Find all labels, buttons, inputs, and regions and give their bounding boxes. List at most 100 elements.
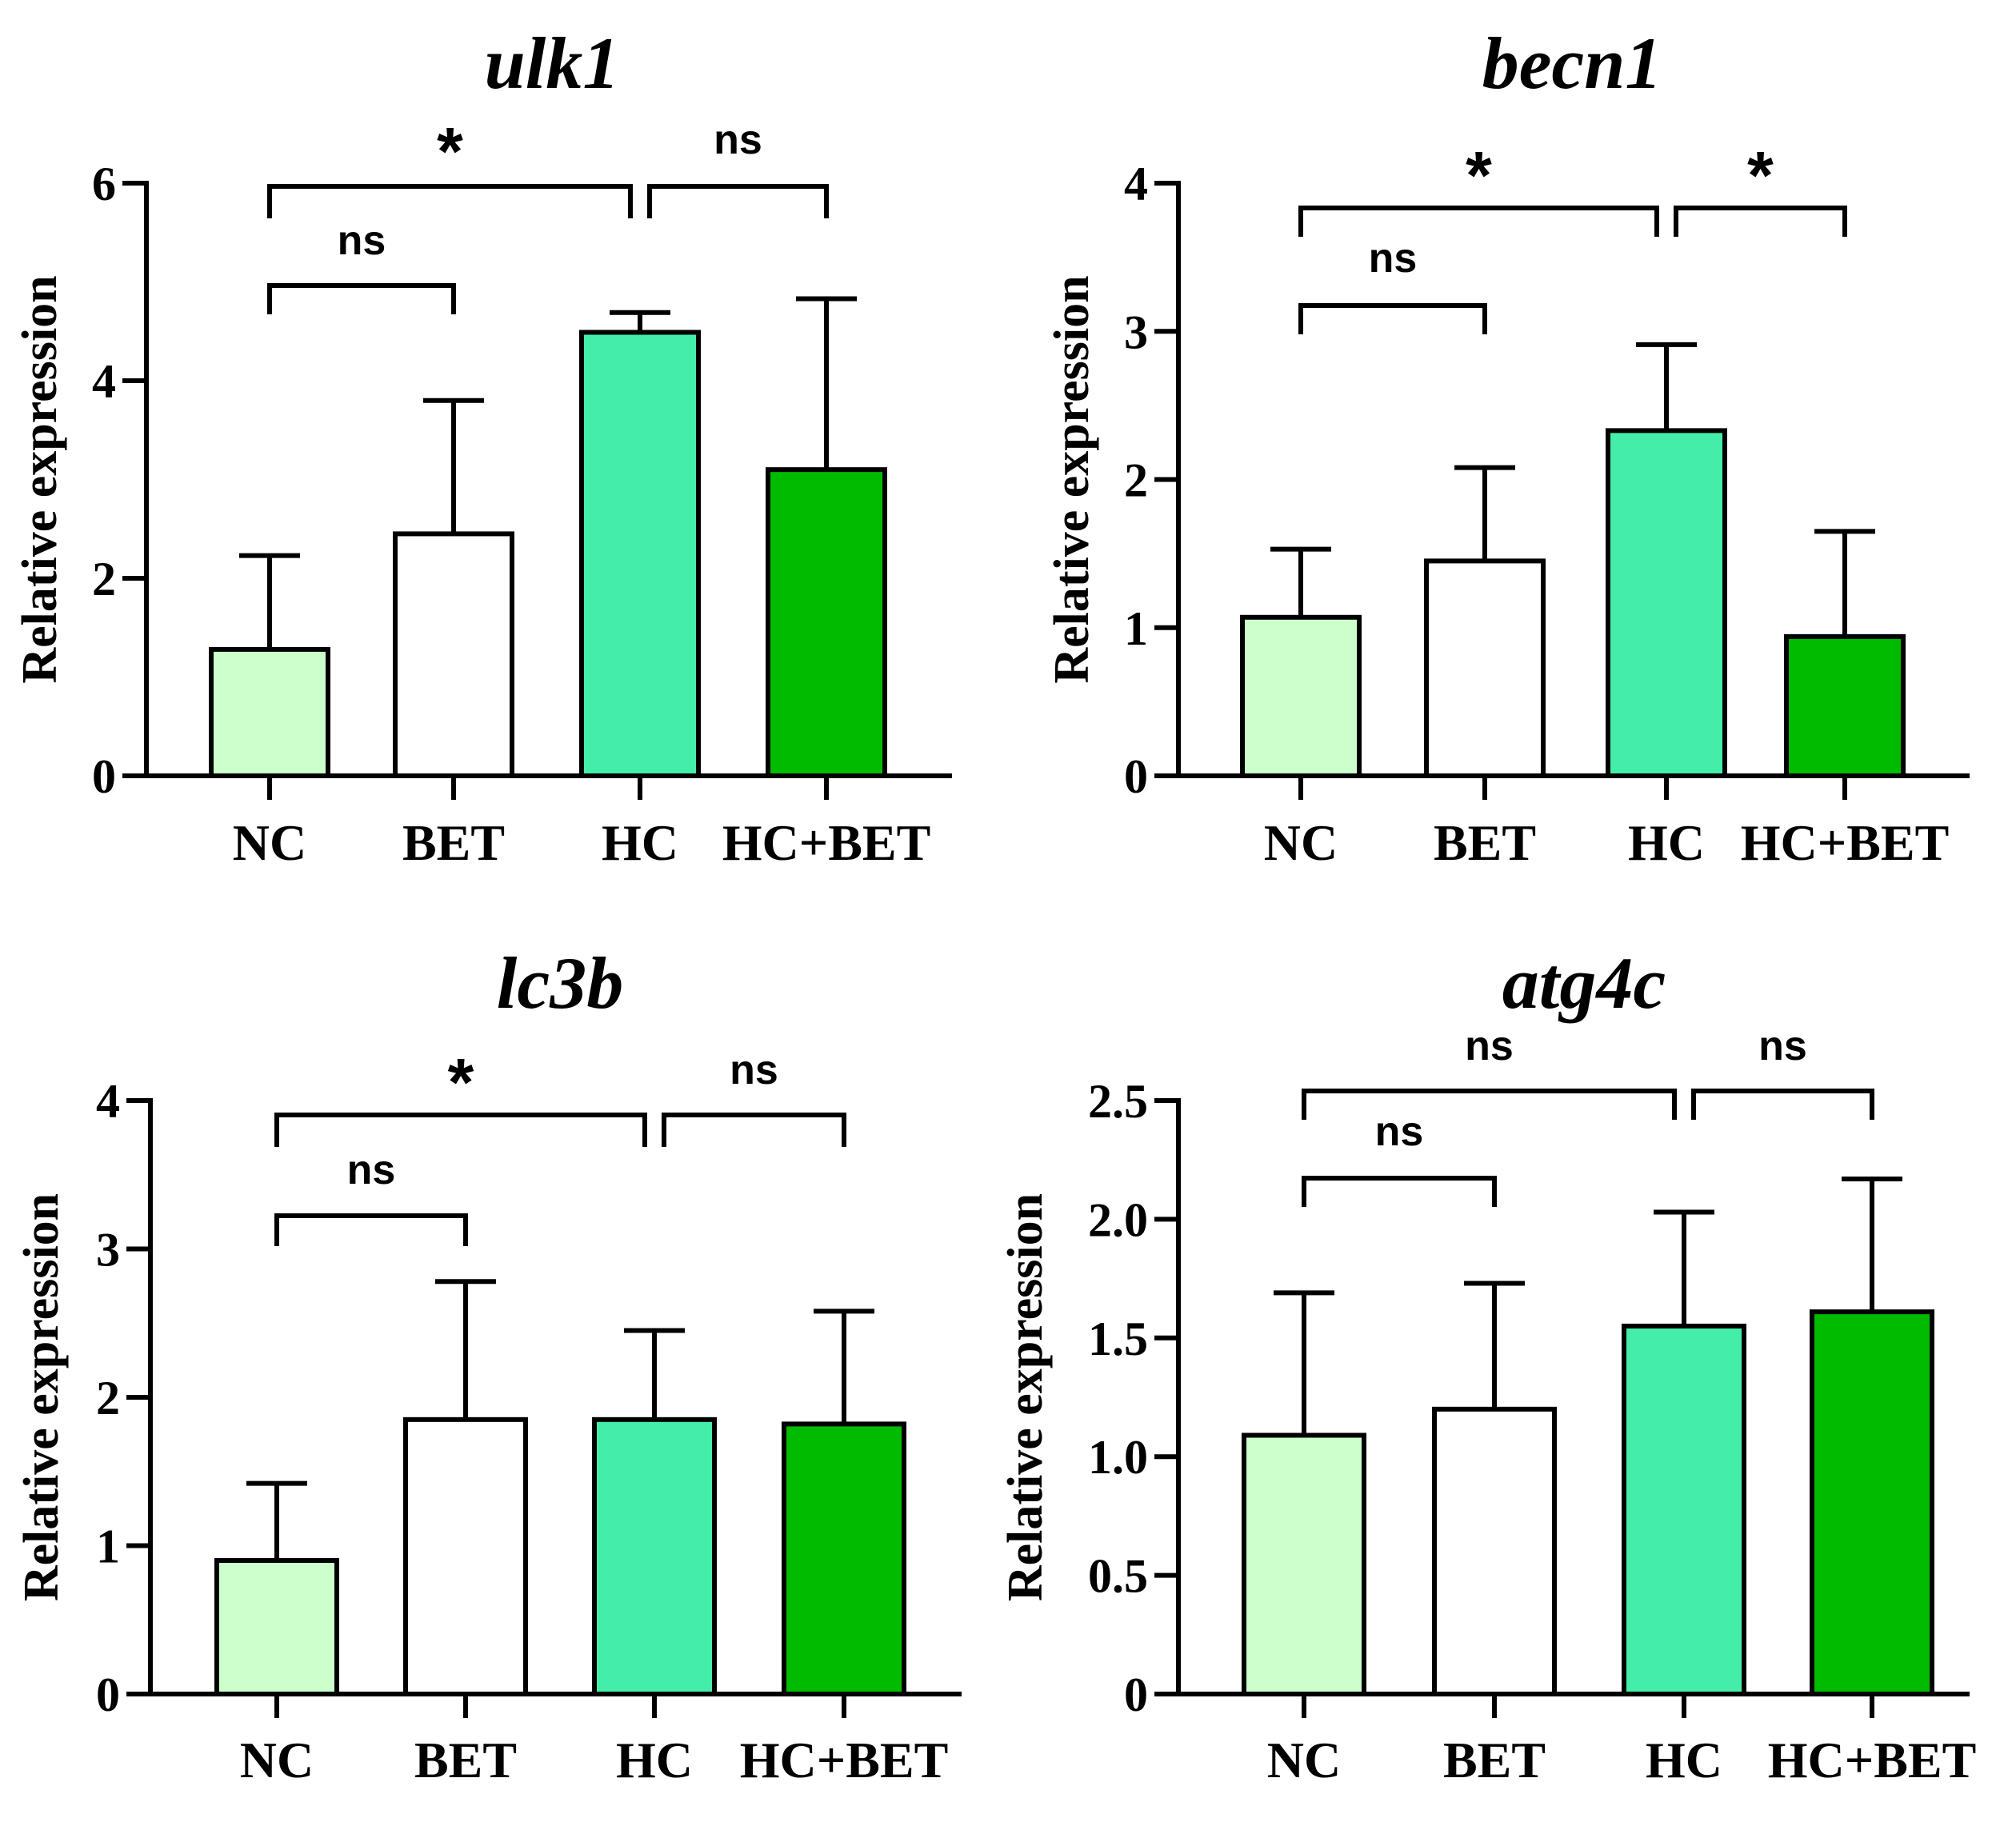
x-tick-label-BET: BET: [414, 1732, 517, 1788]
x-tick-label-BET: BET: [402, 814, 505, 871]
y-tick-label: 2.0: [1088, 1193, 1148, 1246]
bracket-line: [1691, 1089, 1874, 1120]
x-tick-label-HC+BET: HC+BET: [1741, 814, 1950, 871]
error-bar-HC: [610, 310, 670, 333]
bracket-line: [1302, 1176, 1497, 1207]
x-tick-label-NC: NC: [1264, 814, 1338, 871]
bar-NC: [1240, 614, 1362, 778]
bracket-line: [274, 1113, 647, 1147]
significance-bracket: ns: [1302, 1023, 1677, 1120]
significance-bracket: ns: [662, 1047, 846, 1147]
bracket-line: [1674, 206, 1847, 237]
error-bar-NC: [246, 1480, 307, 1561]
bar-HC: [1622, 1323, 1746, 1696]
significance-bracket: ns: [647, 117, 829, 218]
significance-label: ns: [1369, 235, 1418, 282]
y-tick-label: 2: [92, 553, 116, 605]
bar-NC: [1242, 1432, 1366, 1697]
significance-bracket: ns: [1302, 1109, 1497, 1207]
x-tick-label-BET: BET: [1443, 1732, 1546, 1788]
y-tick-label: 1.5: [1088, 1313, 1148, 1365]
chart-title: ulk1: [485, 22, 620, 104]
significance-label: *: [1747, 138, 1774, 213]
y-tick-label: 3: [1124, 306, 1148, 358]
y-tick-label: 1.0: [1088, 1431, 1148, 1484]
significance-bracket: ns: [267, 218, 456, 314]
error-bar-BET: [435, 1279, 496, 1420]
chart-title: atg4c: [1502, 942, 1666, 1024]
y-tick-label: 0: [96, 1668, 120, 1721]
significance-bracket: *: [267, 114, 633, 218]
error-bar-HC: [624, 1328, 685, 1420]
error-bar-BET: [1454, 465, 1515, 561]
y-tick-label: 1: [96, 1520, 120, 1573]
error-bar-HC+BET: [1814, 529, 1875, 637]
bracket-line: [274, 1213, 468, 1246]
chart-title: becn1: [1482, 22, 1662, 104]
chart-panel-ulk1: ulk1 Relative expression 0 2 4 6 NC BET HC HC+BET…: [13, 22, 952, 871]
bar-BET: [1424, 558, 1546, 778]
significance-bracket: ns: [1691, 1023, 1874, 1120]
y-tick-label: 4: [92, 355, 116, 408]
y-axis-label: Relative expression: [13, 275, 67, 683]
bracket-line: [267, 283, 456, 314]
x-tick-label-NC: NC: [240, 1732, 314, 1788]
significance-label: ns: [347, 1147, 396, 1193]
bar-HC+BET: [1784, 633, 1906, 778]
x-tick-label-NC: NC: [233, 814, 306, 871]
y-tick-label: 2: [96, 1372, 120, 1424]
x-tick-label-HC: HC: [616, 1732, 693, 1788]
y-axis-label: Relative expression: [14, 1193, 69, 1601]
significance-label: ns: [1465, 1023, 1514, 1069]
y-tick-label: 0: [92, 750, 116, 803]
significance-label: ns: [714, 117, 762, 163]
x-tick-label-HC+BET: HC+BET: [722, 814, 931, 871]
x-tick-label-BET: BET: [1434, 814, 1536, 871]
significance-label: *: [1466, 138, 1492, 213]
y-axis-label: Relative expression: [1045, 275, 1099, 683]
x-tick-label-NC: NC: [1267, 1732, 1341, 1788]
bar-HC+BET: [782, 1421, 906, 1696]
y-tick-label: 3: [96, 1224, 120, 1277]
y-tick-label: 0.5: [1088, 1550, 1148, 1603]
bracket-line: [647, 184, 829, 218]
x-tick-label-HC: HC: [1646, 1732, 1722, 1788]
chart-panel-lc3b: lc3b Relative expression 0 1 2 3 4 NC BET HC HC+BE…: [14, 942, 962, 1788]
y-tick-label: 1: [1124, 602, 1148, 655]
error-bar-HC: [1636, 342, 1697, 431]
significance-bracket: *: [1674, 138, 1847, 237]
bar-HC: [1606, 428, 1727, 778]
bracket-line: [1298, 206, 1659, 237]
bracket-line: [1302, 1089, 1677, 1120]
significance-label: ns: [338, 218, 386, 264]
x-tick-label-HC: HC: [1628, 814, 1705, 871]
bar-HC+BET: [766, 467, 887, 779]
y-axis-label: Relative expression: [998, 1193, 1053, 1601]
bracket-line: [267, 184, 633, 218]
x-tick-label-HC+BET: HC+BET: [740, 1732, 949, 1788]
x-tick-label-HC: HC: [602, 814, 678, 871]
y-tick-label: 6: [92, 158, 116, 210]
y-tick-label: 4: [1124, 158, 1148, 210]
x-tick-label-HC+BET: HC+BET: [1768, 1732, 1977, 1788]
error-bar-HC+BET: [814, 1309, 874, 1424]
bar-BET: [393, 531, 514, 778]
error-bar-HC: [1654, 1209, 1714, 1326]
bar-HC: [579, 330, 701, 778]
significance-label: *: [437, 114, 463, 189]
bar-NC: [209, 646, 330, 778]
y-tick-label: 2: [1124, 454, 1148, 507]
significance-bracket: ns: [274, 1147, 468, 1246]
chart-title: lc3b: [497, 942, 623, 1024]
error-bar-BET: [423, 398, 484, 534]
error-bar-NC: [239, 553, 300, 649]
significance-bracket: *: [1298, 138, 1659, 237]
error-bar-NC: [1274, 1290, 1334, 1436]
error-bar-HC+BET: [796, 296, 857, 470]
significance-label: *: [448, 1045, 474, 1120]
significance-bracket: *: [274, 1045, 647, 1147]
chart-panel-becn1: becn1 Relative expression 0 1 2 3 4 NC BET HC HC+B…: [1045, 22, 1970, 871]
error-bar-BET: [1464, 1281, 1525, 1409]
y-tick-label: 2.5: [1088, 1075, 1148, 1128]
